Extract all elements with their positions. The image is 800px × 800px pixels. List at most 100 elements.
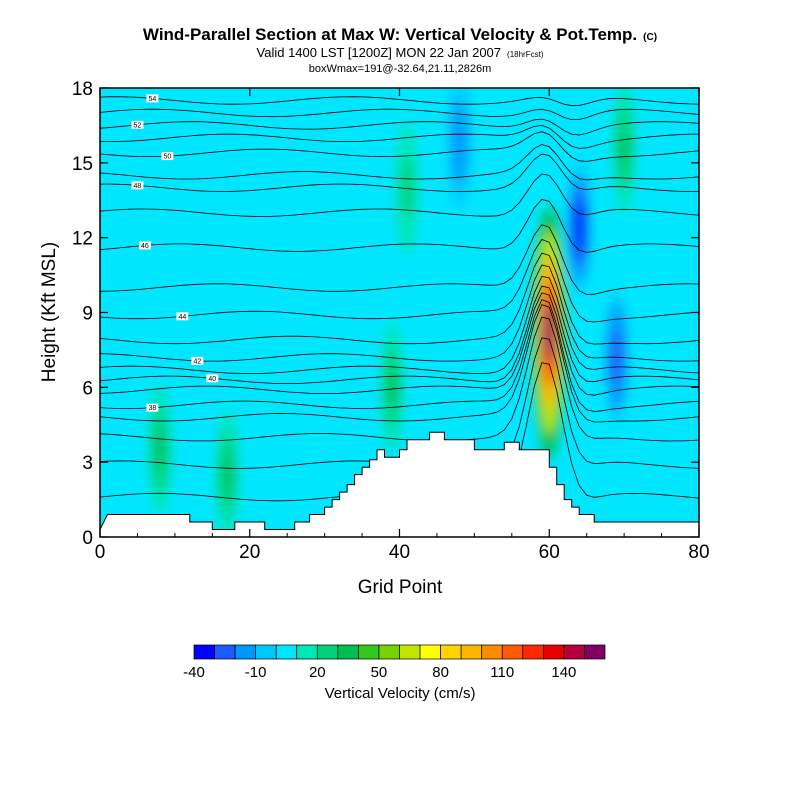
theta-contour-36 [100, 316, 699, 442]
colorbar-label: Vertical Velocity (cm/s) [325, 685, 476, 702]
velocity-feature-6-level-4 [222, 456, 232, 493]
theta-contour-40 [100, 285, 699, 385]
y-tick-label-18: 18 [72, 79, 93, 100]
y-tick-label-6: 6 [82, 378, 93, 399]
x-tick-label-40: 40 [389, 542, 410, 563]
colorbar-swatch-7 [337, 644, 359, 660]
theta-label-bg-40 [206, 374, 219, 383]
x-tick-label-60: 60 [539, 542, 560, 563]
terrain-mask [100, 431, 699, 537]
theta-contour-53 [100, 108, 699, 121]
theta-contour-46 [100, 199, 699, 253]
colorbar-swatch-10 [399, 644, 421, 660]
colorbar-swatch-0 [193, 644, 215, 660]
velocity-features [148, 88, 636, 537]
y-tick-label-3: 3 [82, 453, 93, 474]
y-axis: 0 3 6 9 12 15 18 [72, 79, 699, 549]
theta-label-bg-54 [146, 94, 159, 103]
theta-contour-51 [100, 124, 699, 149]
theta-contour-37 [100, 304, 699, 423]
theta-contour-43 [100, 252, 699, 345]
y-axis-label: Height (Kft MSL) [39, 242, 60, 382]
colorbar-swatch-9 [378, 644, 400, 660]
x-tick-label-20: 20 [239, 542, 260, 563]
theta-label-50: 50 [163, 154, 171, 161]
colorbar-swatch-18 [563, 644, 585, 660]
theta-contour-39 [100, 292, 699, 396]
theta-label-bg-52 [131, 120, 144, 129]
y-tick-label-12: 12 [72, 229, 93, 250]
theta-contour-49 [100, 144, 699, 181]
theta-label-bg-44 [176, 312, 189, 321]
colorbar-swatch-16 [522, 644, 544, 660]
colorbar-swatch-3 [255, 644, 277, 660]
theta-label-46: 46 [141, 243, 149, 250]
colorbar-swatch-15 [501, 644, 524, 660]
y-tick-label-15: 15 [72, 154, 93, 175]
colorbar-tick-0: -40 [183, 664, 205, 681]
colorbar-tick-5: 110 [490, 664, 514, 681]
y-tick-label-9: 9 [82, 304, 93, 325]
theta-label-48: 48 [134, 183, 142, 190]
colorbar-swatch-1 [214, 644, 236, 660]
chart-title-text: Wind-Parallel Section at Max W: Vertical… [143, 25, 637, 44]
theta-label-bg-46 [138, 241, 151, 250]
theta-contour-52 [100, 118, 699, 136]
theta-contour-38 [100, 299, 699, 412]
colorbar-swatch-14 [481, 644, 503, 660]
colorbar: -40 -10 20 50 80 110 140 [183, 644, 606, 681]
colorbar-swatch-2 [234, 644, 257, 660]
colorbar-tick-1: -10 [245, 664, 267, 681]
chart-subtitle-note: (18hrFcst) [507, 50, 544, 59]
theta-label-44: 44 [178, 314, 186, 321]
chart-subtitle2: boxWmax=191@-32.64,21.11,2826m [309, 63, 492, 75]
velocity-feature-7-level-4 [454, 124, 464, 161]
theta-label-bg-38 [146, 403, 159, 412]
colorbar-swatch-11 [419, 644, 441, 660]
colorbar-tick-2: 20 [309, 664, 326, 681]
theta-contour-45 [100, 224, 699, 295]
theta-label-52: 52 [134, 122, 142, 129]
colorbar-swatch-4 [275, 644, 298, 660]
colorbar-tick-3: 50 [371, 664, 388, 681]
chart-subtitle: Valid 1400 LST [1200Z] MON 22 Jan 2007 (1… [257, 45, 544, 60]
theta-contours: 38 40 42 44 46 48 50 52 54 [100, 94, 699, 502]
colorbar-swatch-13 [460, 644, 483, 660]
chart-title: Wind-Parallel Section at Max W: Vertical… [143, 25, 657, 44]
theta-contour-50 [100, 131, 699, 162]
velocity-feature-3-level-4 [619, 129, 629, 166]
theta-contour-48 [100, 153, 699, 192]
x-axis: 0 20 40 60 80 [95, 88, 710, 563]
theta-label-bg-42 [191, 356, 204, 365]
colorbar-swatch-19 [584, 644, 606, 660]
x-tick-label-80: 80 [688, 542, 709, 563]
theta-label-40: 40 [208, 376, 216, 383]
chart-title-mark: (C) [643, 32, 657, 43]
chart-subtitle-text: Valid 1400 LST [1200Z] MON 22 Jan 2007 [257, 45, 502, 60]
velocity-feature-5-level-4 [155, 431, 165, 468]
theta-label-42: 42 [193, 358, 201, 365]
colorbar-swatch-17 [542, 644, 565, 660]
theta-label-38: 38 [149, 405, 157, 412]
colorbar-swatch-12 [440, 644, 462, 660]
theta-contour-44 [100, 239, 699, 323]
x-tick-label-0: 0 [95, 542, 106, 563]
velocity-feature-4-level-4 [387, 369, 397, 406]
colorbar-tick-4: 80 [432, 664, 449, 681]
velocity-feature-8-level-4 [402, 169, 412, 206]
theta-contour-47 [100, 173, 699, 217]
theta-contour-54 [100, 96, 699, 107]
colorbar-swatch-8 [358, 644, 380, 660]
colorbar-swatch-6 [316, 644, 339, 660]
velocity-feature-1-level-4 [574, 209, 584, 246]
plot-area: 38 40 42 44 46 48 50 52 54 [100, 88, 699, 537]
theta-label-bg-48 [131, 181, 144, 190]
theta-label-54: 54 [149, 96, 157, 103]
y-tick-label-0: 0 [82, 528, 93, 549]
colorbar-tick-6: 140 [551, 664, 576, 681]
theta-label-bg-50 [161, 152, 174, 161]
colorbar-swatch-5 [296, 644, 318, 660]
theta-contour-41 [100, 276, 699, 375]
x-axis-label: Grid Point [358, 577, 443, 598]
